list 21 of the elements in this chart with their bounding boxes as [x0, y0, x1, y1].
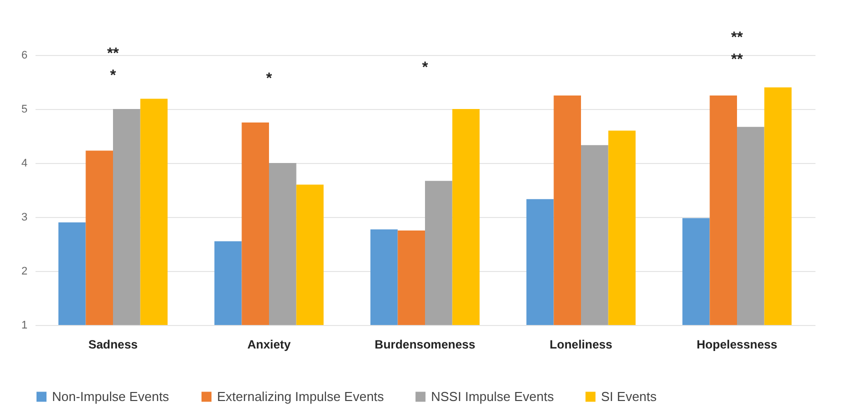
- legend-label: SI Events: [601, 388, 658, 404]
- y-tick-label: 3: [21, 212, 28, 224]
- x-tick-label: Sadness: [88, 338, 138, 352]
- legend-label: Externalizing Impulse Events: [217, 388, 384, 404]
- annotation: *: [266, 70, 272, 87]
- annotation: *: [110, 67, 116, 84]
- x-tick-label: Hopelessness: [696, 338, 778, 352]
- y-tick-label: 5: [21, 104, 28, 116]
- y-tick-label: 2: [21, 266, 28, 278]
- annotation: **: [731, 51, 743, 68]
- y-tick-label: 6: [21, 50, 28, 62]
- x-tick-label: Anxiety: [247, 338, 291, 352]
- annotation: *: [422, 59, 428, 76]
- x-tick-label: Loneliness: [550, 338, 613, 352]
- legend-label: NSSI Impulse Events: [431, 388, 554, 404]
- y-tick-label: 1: [21, 320, 28, 332]
- text: **: [731, 29, 743, 46]
- legend-label: Non-Impulse Events: [52, 388, 170, 404]
- x-tick-label: Burdensomeness: [374, 338, 476, 352]
- annotation: **: [107, 45, 119, 62]
- y-tick-label: 4: [21, 158, 28, 170]
